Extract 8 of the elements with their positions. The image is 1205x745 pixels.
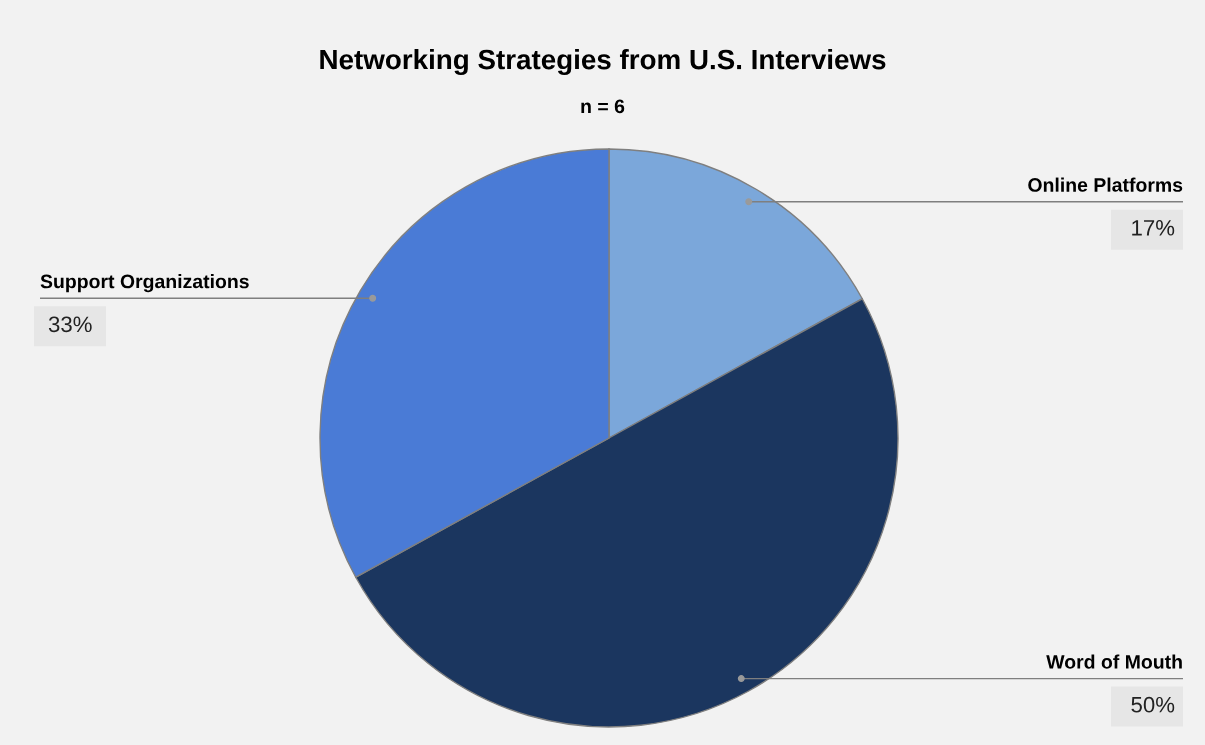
slice-label: Support Organizations [40, 274, 249, 293]
slice-label: Word of Mouth [1046, 654, 1182, 669]
chart-subtitle: n = 6 [581, 99, 625, 114]
slice-label: Online Platforms [1028, 177, 1183, 192]
data-label: 17% [1132, 220, 1175, 236]
chart-title: Networking Strategies from U.S. Interviews [320, 48, 886, 76]
data-label: 50% [1131, 696, 1175, 713]
data-label: 33% [48, 316, 92, 333]
